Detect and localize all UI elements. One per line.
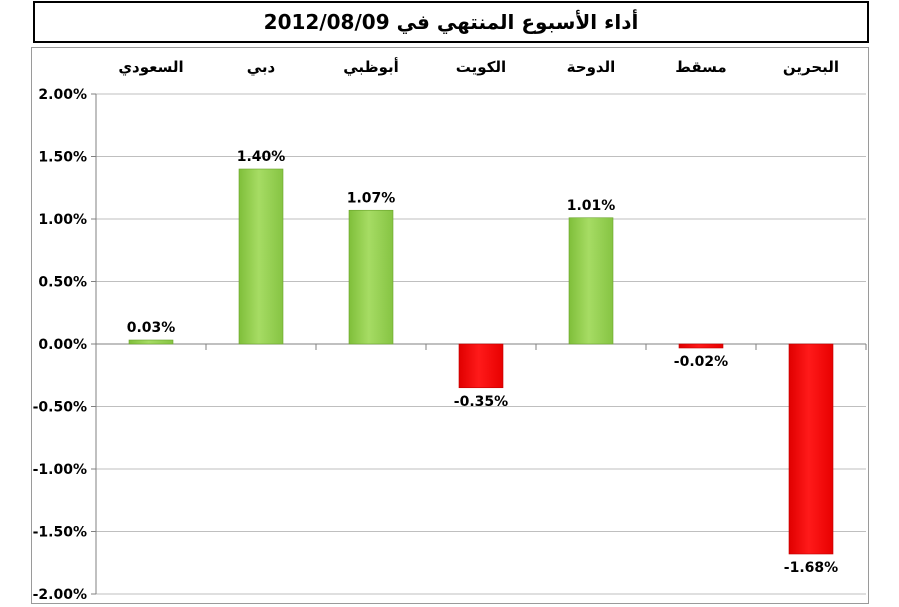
bar: [128, 339, 174, 345]
y-tick-label: 0.00%: [38, 337, 87, 353]
bar: [678, 343, 724, 349]
y-tick-label: 1.50%: [38, 150, 87, 166]
category-label: الدوحة: [567, 58, 616, 76]
category-label: دبي: [247, 58, 276, 76]
category-label: أبوظبي: [343, 57, 399, 76]
y-tick-label: 2.00%: [38, 87, 87, 103]
y-tick-label: -0.50%: [33, 400, 87, 416]
chart-title-box: أداء الأسبوع المنتهي في 2012/08/09: [33, 1, 869, 43]
data-label: 1.40%: [237, 149, 286, 165]
category-label: مسقط: [675, 58, 726, 76]
labels: 2.00% 1.50% 1.00% 0.50% 0.00% -0.50% -1.00% -1.…: [33, 57, 839, 603]
category-label: السعودي: [118, 58, 183, 77]
bar: [788, 343, 834, 555]
plot-frame: [31, 47, 869, 604]
data-label: 1.01%: [567, 198, 616, 214]
y-tick-label: -2.00%: [33, 587, 87, 603]
chart-title: أداء الأسبوع المنتهي في 2012/08/09: [263, 10, 639, 34]
category-label: الكويت: [456, 58, 506, 76]
grid-lines: [96, 93, 866, 595]
bars: [128, 168, 834, 555]
bar: [348, 209, 394, 345]
bar: [458, 343, 504, 389]
data-label: 0.03%: [127, 320, 176, 336]
data-label: -1.68%: [784, 560, 838, 576]
y-tick-label: 0.50%: [38, 275, 87, 291]
bar: [238, 168, 284, 345]
y-tick-label: 1.00%: [38, 212, 87, 228]
data-label: 1.07%: [347, 190, 396, 206]
data-label: -0.02%: [674, 354, 728, 370]
category-label: البحرين: [783, 58, 839, 76]
bar: [568, 217, 614, 345]
y-tick-label: -1.50%: [33, 525, 87, 541]
data-label: -0.35%: [454, 394, 508, 410]
y-tick-label: -1.00%: [33, 462, 87, 478]
